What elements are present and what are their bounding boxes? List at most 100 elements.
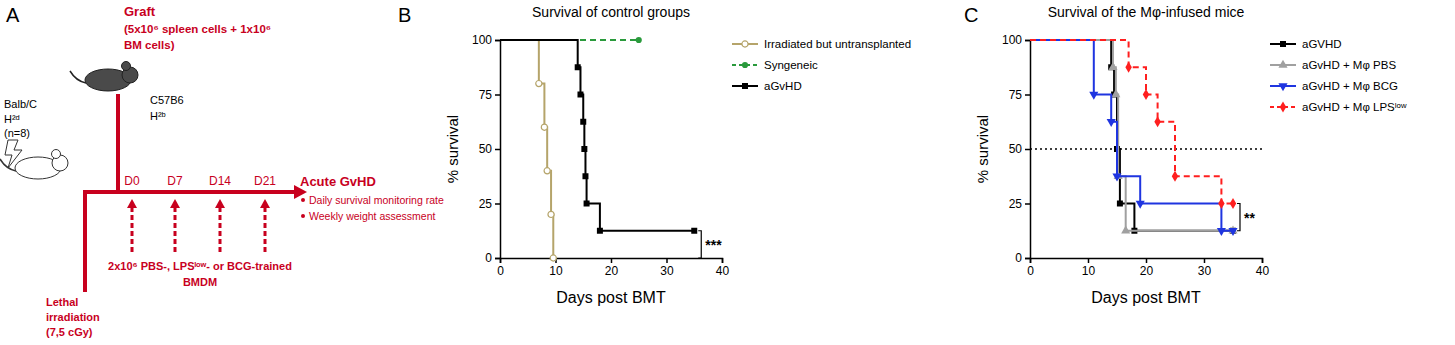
tick-mark — [495, 258, 500, 260]
marker — [1112, 174, 1121, 182]
x-axis-title: Days post BMT — [556, 289, 666, 306]
legend-marker — [1280, 101, 1286, 112]
marker — [1136, 201, 1145, 209]
tick-label: 20 — [1140, 264, 1154, 278]
marker — [597, 228, 603, 234]
tick-label: 10 — [549, 264, 563, 278]
marker — [1117, 201, 1123, 207]
tick: 0 — [497, 258, 504, 278]
timepoint-label: D21 — [254, 174, 276, 188]
survival-line — [500, 40, 694, 231]
panel-label: B — [398, 4, 411, 26]
legend: Irradiated but untransplanted Syngeneic aG… — [732, 38, 911, 92]
x-axis: 010203040 — [1027, 258, 1269, 278]
bullet — [301, 214, 305, 218]
tick: 25 — [479, 197, 500, 211]
legend-label: Irradiated but untransplanted — [764, 38, 911, 50]
chart-title: Survival of control groups — [532, 4, 690, 20]
infusion-arrow — [131, 207, 134, 252]
legend-marker — [1278, 60, 1287, 68]
plot-area — [1030, 40, 1262, 236]
diagram-text: H²ᵇ — [150, 110, 166, 122]
marker — [1107, 119, 1116, 127]
tick-label: 75 — [479, 88, 493, 102]
mouse-ear — [52, 150, 61, 159]
marker — [577, 92, 583, 98]
axis-line — [501, 259, 723, 264]
diagram-text: Lethal — [46, 296, 78, 308]
tick-mark — [1025, 94, 1030, 96]
y-axis-title: % survival — [974, 115, 991, 183]
survival-line — [1030, 40, 1233, 204]
survival-line — [1030, 40, 1233, 231]
infusion-arrowhead — [127, 199, 137, 208]
diagram-text: (n=8) — [4, 127, 30, 139]
tick-mark — [1262, 258, 1264, 263]
tick: 40 — [1256, 258, 1270, 278]
tick-mark — [495, 40, 500, 42]
diagram-text: Weekly weight assessment — [309, 210, 436, 222]
tick: 25 — [1009, 197, 1030, 211]
survival-line — [500, 40, 553, 258]
marker — [1089, 92, 1098, 100]
tick-mark — [666, 258, 668, 263]
tick-label: 75 — [1009, 88, 1023, 102]
tick: 10 — [1082, 258, 1096, 278]
tick-label: 0 — [485, 251, 492, 265]
diagram-text: Balb/C — [4, 98, 37, 110]
tick: 100 — [472, 33, 500, 47]
axis-line — [1025, 41, 1031, 259]
marker — [1228, 228, 1237, 236]
marker — [636, 37, 642, 43]
legend-label: aGVHD — [1302, 38, 1342, 50]
legend-marker — [742, 83, 748, 89]
legend: aGVHDaGvHD + Mφ PBSaGvHD + Mφ BCGaGvHD +… — [1270, 38, 1407, 113]
legend-item: aGvHD + Mφ BCG — [1270, 80, 1398, 92]
legend-marker — [1278, 83, 1287, 91]
marker — [1172, 171, 1178, 182]
marker — [581, 146, 587, 152]
tick-label: 25 — [1009, 197, 1023, 211]
diagram-text: Acute GvHD — [300, 174, 376, 189]
significance-bracket — [1237, 204, 1240, 231]
legend-label: aGvHD + Mφ PBS — [1302, 59, 1396, 71]
tick-mark — [1025, 258, 1030, 260]
marker — [548, 211, 554, 217]
tick-label: 0 — [1015, 251, 1022, 265]
tick-label: 40 — [716, 264, 730, 278]
tick-label: 50 — [1009, 142, 1023, 156]
graft-line — [116, 94, 120, 192]
tick: 20 — [1140, 258, 1154, 278]
legend-label: aGvHD — [764, 80, 802, 92]
tick-label: 100 — [1002, 33, 1022, 47]
tick: 0 — [1015, 251, 1030, 265]
y-axis: 0 25 50 75 100 — [1002, 33, 1031, 265]
tick: 30 — [1198, 258, 1212, 278]
tick-mark — [1025, 149, 1030, 151]
marker — [575, 64, 581, 70]
donor-mouse — [70, 62, 138, 92]
chart-title: Survival of the Mφ-infused mice — [1048, 4, 1245, 20]
irradiation-bolt — [5, 140, 22, 168]
marker — [1230, 198, 1236, 209]
y-axis-title: % survival — [444, 115, 461, 183]
tick: 40 — [716, 258, 730, 278]
tick-label: 100 — [472, 33, 492, 47]
diagram-text: Graft — [124, 4, 156, 19]
diagram-text: BM cells) — [124, 39, 175, 51]
tick-mark — [1025, 40, 1030, 42]
timepoint-label: D14 — [209, 174, 231, 188]
marker — [580, 119, 586, 125]
tick-mark — [1025, 203, 1030, 205]
survival-line — [1030, 40, 1233, 231]
diagram-text: Daily survival monitoring rate — [309, 194, 444, 206]
legend-item: Syngeneic — [732, 59, 818, 71]
chart-panel: BSurvival of control groups0102030400255… — [398, 4, 911, 306]
mouse-ear — [122, 62, 131, 71]
infusion-arrow — [174, 207, 177, 252]
legend-item: aGVHD — [1270, 38, 1342, 50]
tick-label: 40 — [1256, 264, 1270, 278]
panel-label: C — [964, 4, 978, 26]
diagram-text: 2x10⁶ PBS-, LPSˡᵒʷ- or BCG-trained — [108, 260, 292, 272]
tick: 75 — [479, 88, 500, 102]
